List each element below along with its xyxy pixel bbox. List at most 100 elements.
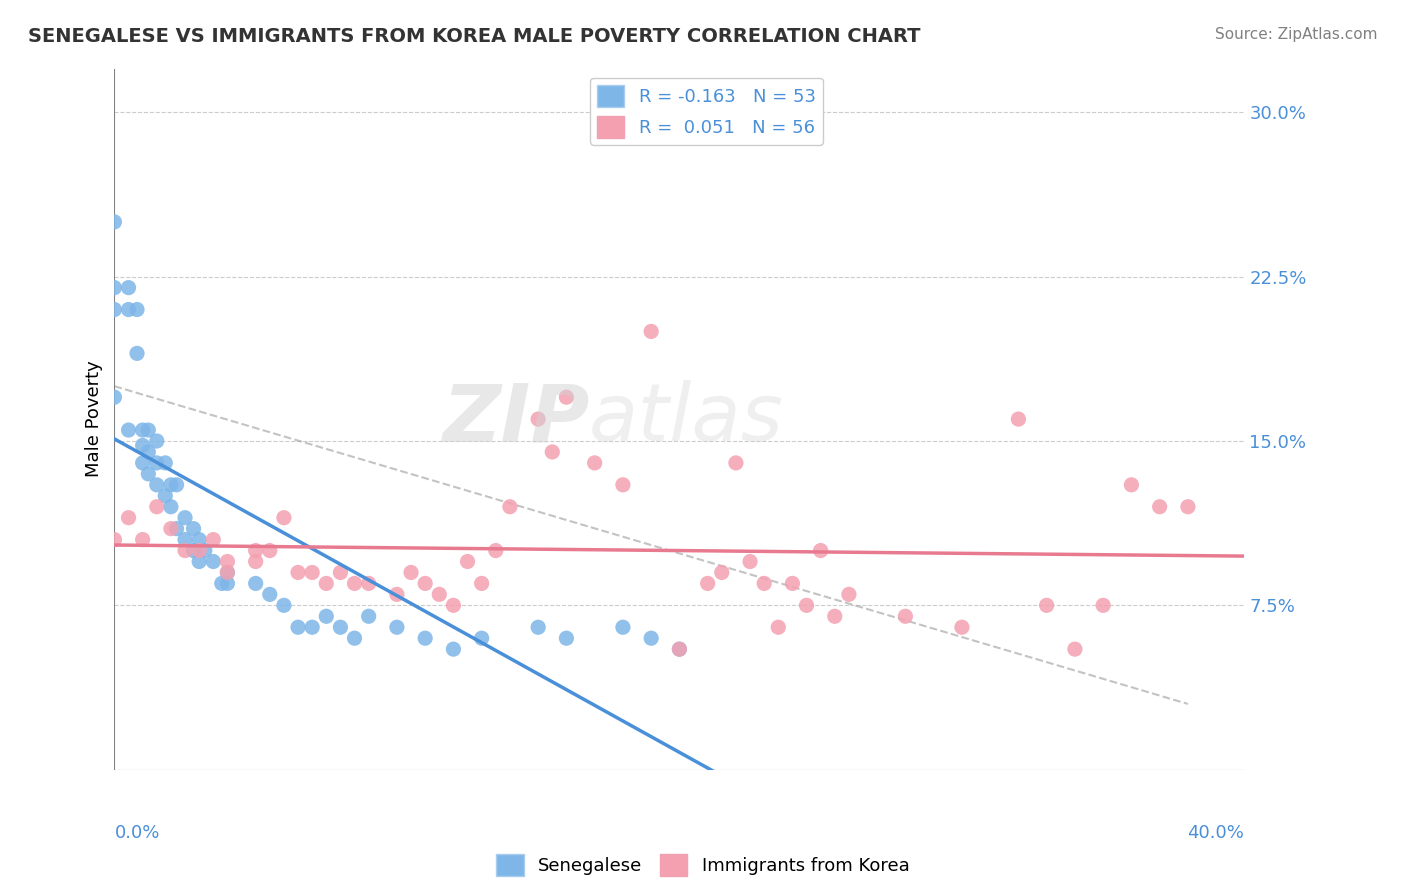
Point <box>399 566 422 580</box>
Point <box>125 302 148 317</box>
Point <box>385 587 408 601</box>
Point <box>174 543 197 558</box>
Point <box>541 445 564 459</box>
Text: 0.0%: 0.0% <box>114 824 160 842</box>
Point <box>146 434 169 448</box>
Point <box>287 620 309 634</box>
Point <box>357 576 380 591</box>
Point <box>1149 500 1171 514</box>
Point <box>315 576 337 591</box>
Point <box>385 620 408 634</box>
Point <box>273 510 295 524</box>
Point <box>343 631 366 645</box>
Point <box>136 467 159 481</box>
Point <box>555 631 578 645</box>
Point <box>810 543 832 558</box>
Point <box>146 456 169 470</box>
Point <box>103 215 125 229</box>
Point <box>155 456 177 470</box>
Point <box>752 576 775 591</box>
Point <box>724 456 747 470</box>
Point <box>357 609 380 624</box>
Point <box>457 554 479 568</box>
Point <box>1035 599 1057 613</box>
Point <box>413 631 436 645</box>
Point <box>499 500 522 514</box>
Point <box>146 478 169 492</box>
Point <box>131 423 153 437</box>
Point <box>245 576 267 591</box>
Point <box>259 587 281 601</box>
Y-axis label: Male Poverty: Male Poverty <box>86 360 103 477</box>
Point <box>166 478 188 492</box>
Point <box>555 390 578 404</box>
Text: atlas: atlas <box>589 380 783 458</box>
Point <box>738 554 761 568</box>
Point <box>471 576 494 591</box>
Point <box>1007 412 1029 426</box>
Point <box>245 554 267 568</box>
Point <box>471 631 494 645</box>
Point <box>1092 599 1115 613</box>
Point <box>824 609 846 624</box>
Point <box>194 543 217 558</box>
Point <box>131 456 153 470</box>
Point <box>183 522 205 536</box>
Point <box>217 566 239 580</box>
Point <box>117 510 139 524</box>
Text: ZIP: ZIP <box>441 380 589 458</box>
Point <box>668 642 690 657</box>
Point <box>188 543 211 558</box>
Point <box>188 554 211 568</box>
Point <box>103 280 125 294</box>
Point <box>245 543 267 558</box>
Point <box>1121 478 1143 492</box>
Point <box>1064 642 1087 657</box>
Point <box>103 390 125 404</box>
Legend: Senegalese, Immigrants from Korea: Senegalese, Immigrants from Korea <box>489 847 917 883</box>
Point <box>343 576 366 591</box>
Point <box>202 554 225 568</box>
Point <box>782 576 804 591</box>
Point <box>527 412 550 426</box>
Point <box>183 543 205 558</box>
Point <box>217 576 239 591</box>
Point <box>668 642 690 657</box>
Point <box>103 302 125 317</box>
Point <box>315 609 337 624</box>
Point <box>273 599 295 613</box>
Point <box>117 280 139 294</box>
Point <box>125 346 148 360</box>
Point <box>174 533 197 547</box>
Point <box>131 438 153 452</box>
Point <box>640 631 662 645</box>
Point <box>583 456 606 470</box>
Point <box>131 533 153 547</box>
Point <box>160 522 183 536</box>
Point <box>174 510 197 524</box>
Point <box>950 620 973 634</box>
Point <box>894 609 917 624</box>
Point <box>612 620 634 634</box>
Point <box>710 566 733 580</box>
Point <box>217 566 239 580</box>
Point <box>166 522 188 536</box>
Point <box>301 620 323 634</box>
Point <box>117 423 139 437</box>
Point <box>612 478 634 492</box>
Point <box>768 620 790 634</box>
Point <box>117 302 139 317</box>
Point <box>217 554 239 568</box>
Point <box>441 599 464 613</box>
Point <box>640 325 662 339</box>
Point <box>146 500 169 514</box>
Point <box>301 566 323 580</box>
Point <box>136 423 159 437</box>
Point <box>413 576 436 591</box>
Point <box>796 599 818 613</box>
Point <box>211 576 233 591</box>
Point <box>287 566 309 580</box>
Point <box>1177 500 1199 514</box>
Text: 40.0%: 40.0% <box>1188 824 1244 842</box>
Text: Source: ZipAtlas.com: Source: ZipAtlas.com <box>1215 27 1378 42</box>
